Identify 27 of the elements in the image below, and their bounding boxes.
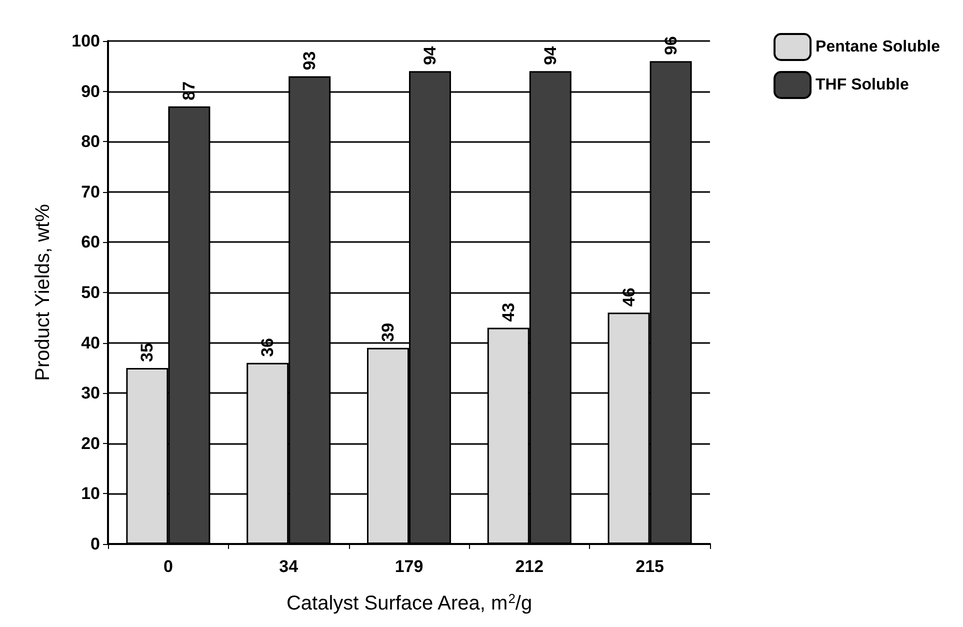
data-label: 35	[138, 343, 157, 362]
data-label: 43	[498, 302, 518, 322]
y-tick-label: 60	[81, 232, 100, 252]
x-tick-label: 0	[163, 557, 173, 576]
y-tick-label: 70	[81, 182, 100, 202]
y-axis-title: Product Yields, wt%	[32, 204, 54, 381]
x-tick-label: 212	[515, 557, 544, 576]
y-tick-label: 80	[81, 132, 100, 152]
y-tick-label: 10	[81, 484, 100, 504]
y-tick-label: 0	[90, 534, 100, 554]
y-tick-label: 30	[81, 384, 100, 403]
legend-label: Pentane Soluble	[816, 38, 940, 56]
data-label: 94	[540, 46, 560, 66]
data-label: 94	[420, 46, 440, 66]
data-label: 93	[300, 51, 320, 70]
data-label: 96	[661, 36, 680, 56]
y-tick-label: 100	[72, 32, 100, 50]
x-tick-label: 179	[394, 557, 424, 576]
y-tick-label: 20	[81, 434, 100, 453]
legend-label: THF Soluble	[816, 76, 909, 94]
data-label: 39	[378, 322, 398, 342]
y-tick-label: 90	[81, 82, 100, 101]
x-tick-label: 34	[279, 557, 299, 576]
data-label: 36	[258, 338, 278, 357]
x-tick-label: 215	[636, 557, 664, 576]
y-tick-label: 50	[81, 283, 100, 302]
y-tick-label: 40	[81, 333, 100, 352]
